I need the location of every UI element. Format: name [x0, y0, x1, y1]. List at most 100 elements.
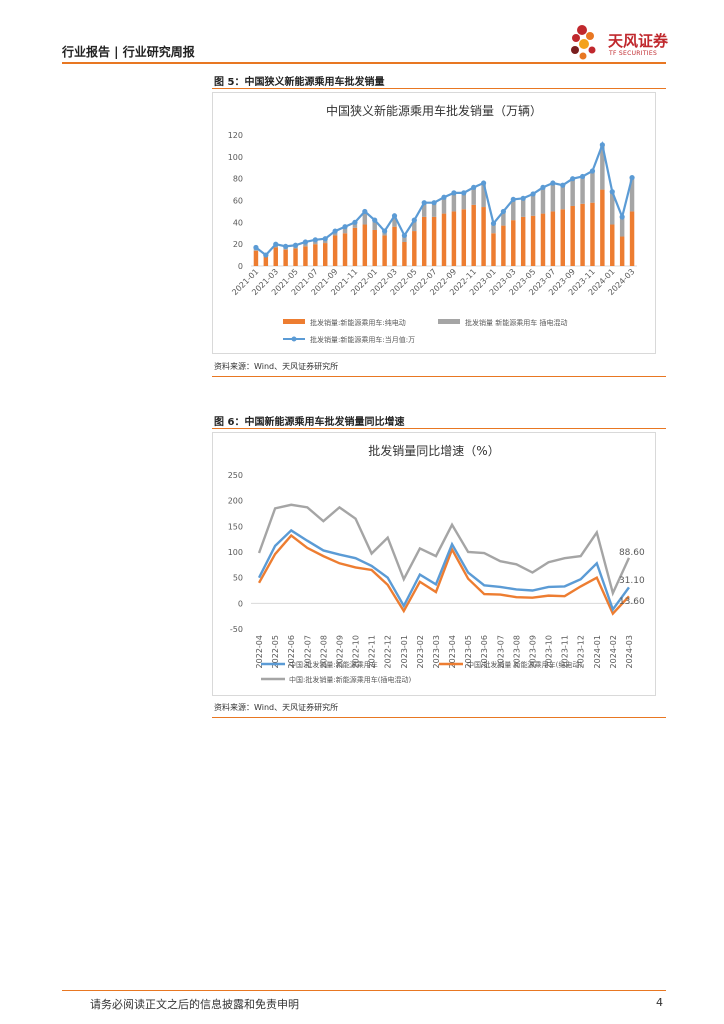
bar-phev	[610, 191, 615, 225]
bar-bev	[253, 250, 259, 266]
logo-text: 天风证券	[608, 32, 669, 50]
point-total	[520, 195, 526, 201]
bar-bev	[293, 248, 298, 266]
bar-phev	[372, 220, 377, 230]
x-tick-label: 2022-10	[352, 635, 361, 668]
point-total	[273, 241, 279, 247]
x-tick-label: 2022-08	[319, 635, 328, 668]
bar-bev	[471, 204, 476, 266]
x-tick-label: 2023-08	[512, 635, 521, 668]
x-tick-label: 2022-11	[368, 635, 377, 668]
bar-phev	[471, 187, 476, 205]
bar-bev	[461, 209, 467, 266]
bar-phev	[550, 183, 556, 212]
point-total	[530, 191, 536, 197]
bar-phev	[441, 197, 447, 214]
bar-bev	[491, 233, 496, 266]
legend-label-total: 批发销量:新能源乘用车:当月值:万	[310, 335, 415, 344]
figure-6-title-divider	[212, 428, 666, 429]
y-tick-label: 40	[233, 218, 243, 227]
bar-phev	[590, 171, 595, 203]
bar-phev	[491, 223, 496, 234]
point-total	[451, 190, 457, 196]
bar-bev	[600, 189, 605, 266]
bar-phev	[580, 176, 585, 204]
point-total	[411, 217, 417, 223]
point-total	[421, 200, 427, 206]
series-line-2	[257, 503, 631, 597]
point-total	[540, 184, 546, 190]
bar-bev	[362, 224, 368, 266]
point-total	[570, 176, 576, 182]
chart-1-title: 中国狭义新能源乘用车批发销量（万辆）	[326, 103, 542, 118]
bar-bev	[530, 215, 536, 266]
bar-bev	[313, 244, 318, 266]
y-tick-label: 150	[228, 522, 243, 531]
bar-bev	[511, 220, 516, 266]
bar-bev	[323, 243, 328, 266]
point-total	[332, 228, 338, 234]
bar-phev	[560, 185, 565, 210]
bar-bev	[540, 213, 546, 266]
bar-phev	[352, 222, 358, 228]
x-tick-label: 2023-03	[432, 635, 441, 668]
figure-5-source-divider	[212, 376, 666, 377]
bar-bev	[392, 226, 397, 266]
bar-bev	[342, 233, 348, 266]
y-tick-label: 100	[228, 153, 243, 162]
bar-bev	[372, 229, 377, 266]
point-total	[510, 196, 516, 203]
figure-5-source: 资料来源：Wind、天风证券研究所	[214, 362, 339, 371]
x-tick-label: 2023-02	[416, 635, 425, 668]
x-tick-label: 2022-09	[335, 635, 344, 668]
legend-marker-total	[291, 336, 297, 342]
point-total	[461, 190, 467, 196]
figure-6-source-divider	[212, 717, 666, 718]
logo-subtext: TF SECURITIES	[609, 50, 658, 57]
bar-bev	[550, 211, 556, 266]
bar-bev	[431, 216, 437, 266]
x-tick-label: 2022-06	[287, 635, 296, 668]
point-total	[342, 224, 348, 230]
bar-bev	[590, 202, 595, 266]
x-tick-label: 2022-04	[255, 635, 264, 668]
x-tick-label: 2022-05	[271, 635, 280, 668]
point-total	[619, 214, 625, 220]
bar-phev	[481, 183, 486, 208]
point-total	[292, 242, 299, 248]
point-total	[362, 208, 368, 215]
x-tick-label: 2023-12	[577, 635, 586, 668]
point-total	[579, 173, 586, 180]
bar-phev	[421, 202, 427, 217]
bar-phev	[402, 235, 407, 242]
figure-6-title: 图 6：中国新能源乘用车批发销量同比增速	[214, 417, 405, 428]
legend-label-total: 中国:批发销量:新能源乘用车	[289, 660, 378, 669]
bar-bev	[273, 247, 278, 266]
point-total	[283, 243, 289, 249]
x-tick-label: 2023-10	[545, 635, 554, 668]
figure-5-chart-box: 中国狭义新能源乘用车批发销量（万辆） 0 20 40 60 80 100 120 2021-01…	[212, 92, 656, 354]
figure-6-chart-box: 批发销量同比增速（%） -50 0 50 100 150 200 250 88.60 31.10 1…	[212, 432, 656, 696]
point-total	[382, 228, 388, 234]
bar-phev	[600, 144, 605, 190]
series-line-0	[257, 528, 630, 613]
page-number: 4	[656, 996, 663, 1009]
end-value-label: 88.60	[619, 548, 645, 558]
bar-phev	[362, 211, 368, 225]
y-tick-label: 0	[238, 599, 243, 608]
legend-swatch-phev	[438, 319, 460, 324]
point-total	[550, 180, 556, 186]
x-tick-label: 2023-06	[480, 635, 489, 668]
bar-phev	[540, 187, 546, 214]
y-tick-label: 120	[228, 131, 243, 140]
point-total	[401, 232, 408, 239]
x-tick-label: 2023-01	[400, 635, 409, 668]
x-tick-label: 2023-09	[528, 635, 537, 668]
y-tick-label: -50	[230, 625, 243, 634]
y-tick-label: 50	[233, 574, 243, 583]
point-total	[480, 180, 487, 186]
point-total	[253, 244, 259, 251]
y-tick-label: 100	[228, 548, 243, 557]
point-total	[599, 142, 605, 148]
legend-label-phev: 中国:批发销量:新能源乘用车(插电混动)	[289, 675, 411, 684]
